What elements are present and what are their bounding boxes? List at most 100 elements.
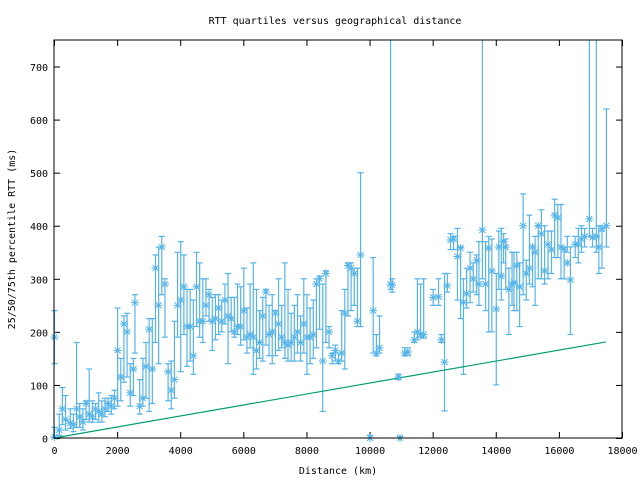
star-stroke: [410, 336, 418, 344]
star-stroke: [180, 283, 188, 291]
star-stroke: [354, 317, 361, 325]
median-star-marker: [340, 309, 349, 318]
median-star-marker: [318, 357, 327, 366]
median-star-marker: [88, 412, 97, 421]
star-stroke: [338, 349, 346, 357]
error-bar: [174, 251, 181, 338]
star-stroke: [376, 344, 383, 352]
star-stroke: [107, 402, 115, 410]
median-star-marker: [299, 319, 308, 328]
star-stroke: [479, 226, 486, 234]
star-stroke: [534, 222, 542, 230]
error-bar: [180, 254, 187, 336]
error-bar: [161, 278, 168, 338]
median-star-marker: [154, 301, 163, 310]
star-stroke: [395, 373, 402, 381]
median-star-marker: [602, 221, 611, 230]
median-star-marker: [456, 244, 465, 253]
median-star-marker: [492, 305, 501, 314]
star-stroke: [294, 328, 301, 336]
star-stroke: [62, 416, 69, 423]
median-star-marker: [189, 351, 198, 360]
error-bar: [523, 259, 530, 301]
star-stroke: [526, 264, 533, 272]
star-stroke: [297, 339, 304, 346]
median-star-marker: [325, 327, 334, 336]
y-tick-label: 0: [42, 435, 48, 446]
y-tick-label: 700: [30, 63, 48, 74]
median-star-marker: [525, 264, 534, 273]
star-stroke: [438, 336, 445, 344]
median-star-marker: [78, 418, 87, 427]
median-star-marker: [148, 365, 157, 374]
star-stroke: [275, 320, 282, 328]
star-stroke: [589, 234, 596, 241]
star-stroke: [510, 279, 518, 286]
star-stroke: [544, 240, 552, 248]
star-stroke: [212, 315, 219, 322]
y-tick-label: 400: [30, 222, 48, 233]
star-stroke: [126, 389, 134, 397]
error-bar: [475, 241, 482, 306]
error-bar: [593, 40, 600, 253]
median-star-marker: [130, 298, 139, 307]
median-star-marker: [459, 298, 468, 307]
error-bar: [557, 203, 564, 280]
median-star-marker: [547, 245, 556, 254]
median-star-marker: [126, 388, 135, 397]
median-star-marker: [97, 410, 106, 419]
median-star-marker: [72, 404, 81, 413]
median-star-marker: [293, 327, 302, 336]
star-stroke: [574, 240, 582, 248]
x-tick-label: 6000: [232, 446, 256, 457]
median-star-marker: [239, 306, 248, 315]
x-tick-label: 8000: [295, 446, 319, 457]
star-stroke: [262, 288, 270, 296]
star-stroke: [592, 232, 600, 240]
error-bar: [488, 238, 495, 333]
median-star-marker: [186, 322, 195, 331]
star-stroke: [563, 259, 571, 267]
star-stroke: [373, 349, 380, 357]
star-stroke: [152, 264, 159, 272]
error-bar: [114, 307, 121, 407]
star-stroke: [131, 299, 139, 307]
median-star-marker: [274, 319, 283, 328]
x-tick-label: 16000: [544, 446, 574, 457]
star-stroke: [123, 328, 131, 336]
median-star-marker: [157, 242, 166, 251]
median-star-marker: [167, 386, 176, 395]
median-star-marker: [553, 213, 562, 222]
star-stroke: [441, 358, 448, 366]
x-tick-label: 2000: [106, 446, 130, 457]
star-stroke: [404, 348, 412, 356]
median-star-marker: [478, 225, 487, 234]
star-stroke: [560, 246, 568, 253]
median-star-marker: [179, 282, 188, 291]
median-star-marker: [129, 365, 138, 374]
median-star-marker: [309, 330, 318, 339]
median-star-marker: [443, 281, 452, 290]
star-stroke: [529, 243, 536, 251]
plot-border: [53, 39, 623, 439]
y-tick-label: 100: [30, 381, 48, 392]
star-stroke: [249, 333, 257, 341]
star-stroke: [598, 225, 606, 232]
star-stroke: [495, 243, 503, 251]
median-star-marker: [252, 346, 261, 355]
star-stroke: [420, 331, 428, 338]
median-star-marker: [192, 282, 201, 291]
error-bar: [370, 256, 377, 354]
star-stroke: [325, 328, 333, 336]
median-star-marker: [164, 367, 173, 376]
star-stroke: [316, 275, 323, 283]
median-star-marker: [494, 242, 503, 251]
star-stroke: [111, 394, 118, 402]
star-stroke: [167, 386, 175, 394]
median-star-marker: [484, 244, 493, 253]
star-stroke: [538, 230, 545, 238]
star-stroke: [272, 309, 279, 317]
y-tick-label: 600: [30, 116, 48, 127]
star-stroke: [59, 405, 66, 413]
median-star-marker: [160, 280, 169, 289]
